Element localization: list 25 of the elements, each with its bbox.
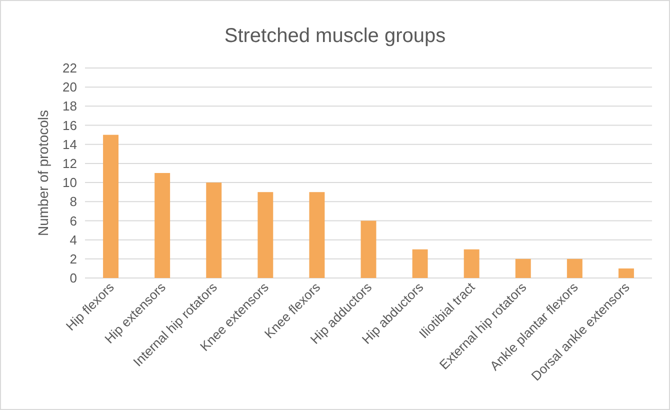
- bar: [464, 249, 480, 278]
- bar: [515, 258, 531, 278]
- y-tick-label: 10: [62, 175, 77, 190]
- bar: [566, 258, 582, 278]
- bar: [412, 249, 428, 278]
- y-tick-label: 0: [70, 270, 77, 286]
- y-tick-label: 22: [62, 60, 77, 76]
- y-tick-label: 18: [62, 98, 77, 114]
- y-tick-label: 4: [70, 232, 77, 248]
- bar: [206, 182, 222, 278]
- bar: [154, 173, 170, 278]
- y-tick-label: 8: [70, 194, 77, 210]
- bar: [360, 220, 376, 278]
- y-tick-label: 20: [62, 80, 77, 95]
- bar: [309, 192, 325, 278]
- bar: [618, 268, 634, 278]
- bar: [103, 134, 119, 278]
- y-tick-label: 14: [62, 136, 77, 152]
- y-tick-label: 12: [62, 156, 77, 172]
- y-tick-label: 16: [62, 118, 77, 133]
- chart-title: Stretched muscle groups: [224, 25, 446, 47]
- y-tick-label: 2: [70, 251, 77, 266]
- y-tick-label: 6: [70, 213, 77, 228]
- bar: [258, 192, 274, 278]
- y-axis-title: Number of protocols: [35, 110, 51, 236]
